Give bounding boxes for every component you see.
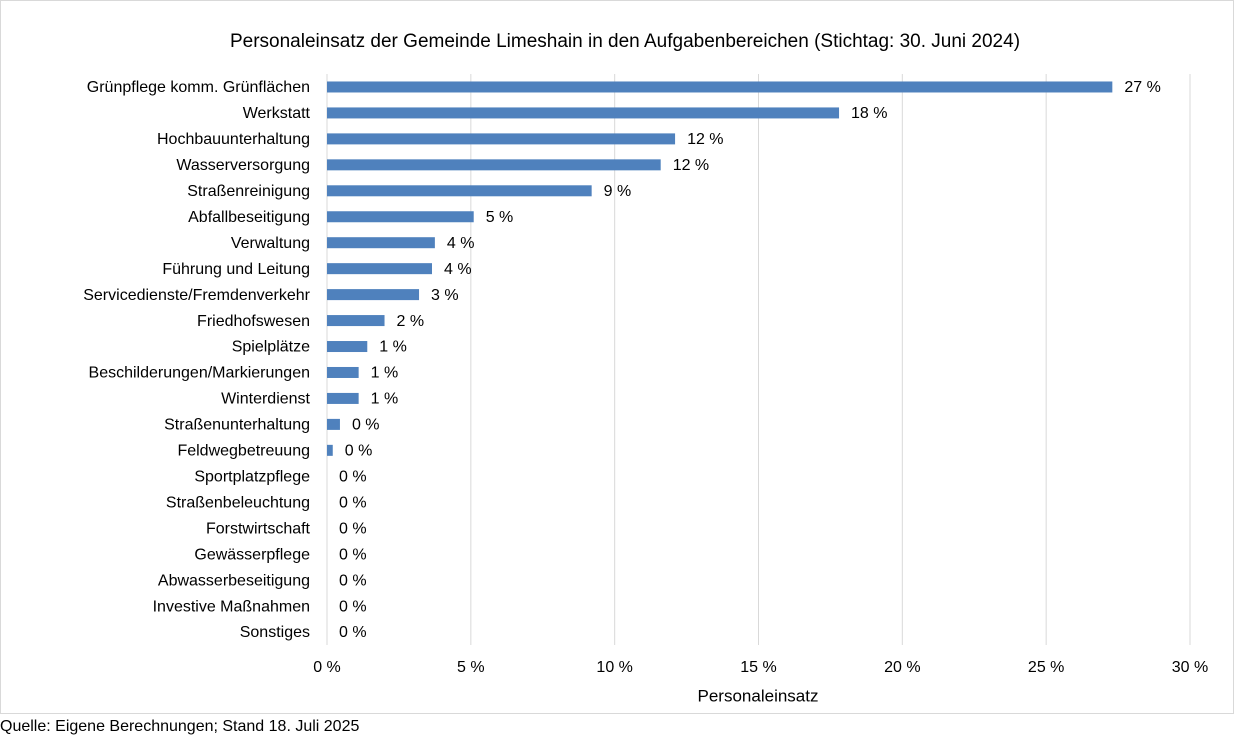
y-tick-label: Hochbauunterhaltung: [157, 131, 310, 148]
y-tick-label: Beschilderungen/Markierungen: [89, 365, 310, 382]
bar: [327, 185, 592, 197]
x-tick-label: 30 %: [1172, 659, 1208, 676]
y-tick-label: Gewässerpflege: [194, 546, 310, 563]
bar: [327, 263, 432, 275]
value-label: 18 %: [851, 105, 887, 122]
value-label: 4 %: [444, 261, 472, 278]
source-note: Quelle: Eigene Berechnungen; Stand 18. J…: [0, 718, 359, 735]
value-label: 0 %: [339, 469, 367, 486]
value-label: 12 %: [673, 157, 709, 174]
y-tick-label: Investive Maßnahmen: [153, 598, 310, 615]
value-label: 0 %: [339, 624, 367, 641]
value-label: 12 %: [687, 131, 723, 148]
value-label: 0 %: [345, 443, 373, 460]
bar: [327, 133, 676, 145]
y-tick-label: Sportplatzpflege: [194, 469, 310, 486]
bar: [327, 211, 474, 223]
value-label: 1 %: [371, 365, 399, 382]
y-tick-label: Straßenbeleuchtung: [166, 494, 310, 511]
y-tick-label: Sonstiges: [240, 624, 310, 641]
y-tick-label: Friedhofswesen: [197, 313, 310, 330]
y-tick-label: Servicedienste/Fremdenverkehr: [83, 287, 310, 304]
x-tick-label: 0 %: [313, 659, 341, 676]
x-tick-label: 5 %: [457, 659, 485, 676]
value-label: 27 %: [1124, 79, 1160, 96]
y-tick-label: Forstwirtschaft: [206, 520, 311, 537]
value-label: 0 %: [339, 546, 367, 563]
y-tick-label: Führung und Leitung: [162, 261, 310, 278]
y-tick-label: Abfallbeseitigung: [188, 209, 310, 226]
value-label: 0 %: [339, 494, 367, 511]
value-label: 0 %: [339, 572, 367, 589]
y-tick-label: Grünpflege komm. Grünflächen: [87, 79, 310, 96]
bar: [327, 392, 359, 404]
value-label: 0 %: [339, 520, 367, 537]
chart-title: Personaleinsatz der Gemeinde Limeshain i…: [230, 31, 1020, 52]
y-tick-label: Winterdienst: [221, 391, 310, 408]
bar: [327, 315, 385, 327]
x-tick-label: 10 %: [596, 659, 632, 676]
y-tick-label: Straßenreinigung: [187, 183, 310, 200]
chart-border: [0, 0, 1234, 714]
y-tick-label: Abwasserbeseitigung: [158, 572, 310, 589]
x-axis-title: Personaleinsatz: [698, 686, 819, 705]
value-label: 5 %: [486, 209, 514, 226]
value-label: 0 %: [352, 417, 380, 434]
y-tick-label: Spielplätze: [232, 339, 310, 356]
y-tick-label: Werkstatt: [243, 105, 311, 122]
value-label: 0 %: [339, 598, 367, 615]
y-tick-label: Straßenunterhaltung: [164, 417, 310, 434]
x-tick-label: 25 %: [1028, 659, 1064, 676]
bar: [327, 444, 333, 456]
bar: [327, 81, 1113, 93]
x-tick-label: 20 %: [884, 659, 920, 676]
bar: [327, 159, 661, 171]
bar: [327, 418, 340, 430]
bar: [327, 366, 359, 378]
value-label: 4 %: [447, 235, 475, 252]
bar: [327, 341, 368, 353]
value-label: 9 %: [604, 183, 632, 200]
value-label: 1 %: [371, 391, 399, 408]
value-label: 3 %: [431, 287, 459, 304]
bar: [327, 237, 435, 249]
y-tick-label: Feldwegbetreuung: [177, 443, 310, 460]
bar: [327, 289, 420, 301]
y-tick-label: Wasserversorgung: [176, 157, 310, 174]
value-label: 1 %: [379, 339, 407, 356]
value-label: 2 %: [397, 313, 425, 330]
bar: [327, 107, 840, 119]
y-tick-label: Verwaltung: [231, 235, 310, 252]
x-tick-label: 15 %: [740, 659, 776, 676]
